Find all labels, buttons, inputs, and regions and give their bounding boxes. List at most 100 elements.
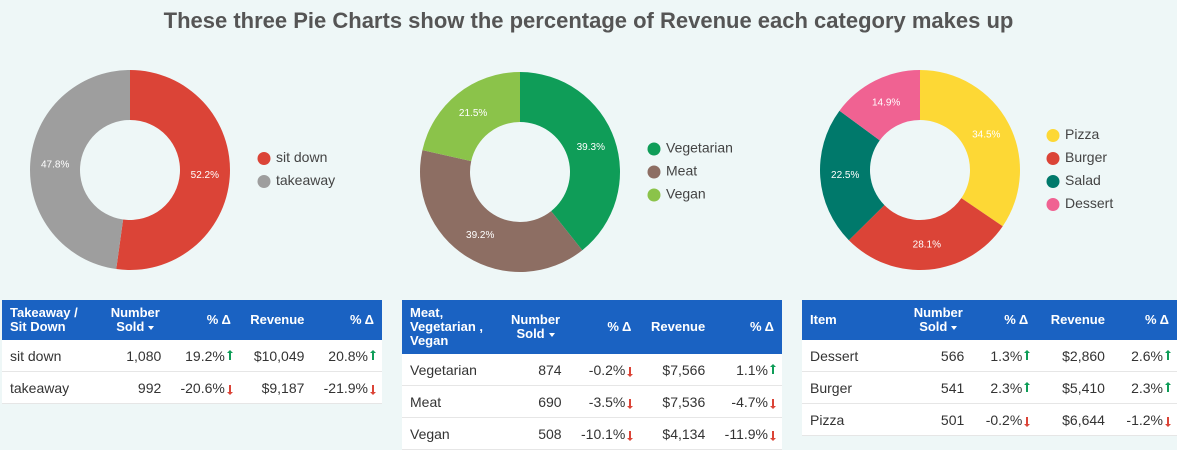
trend-arrow [370,385,376,396]
table-cell: $4,134 [639,417,714,450]
header-row: Meat, Vegetarian , Vegan Number Sold % Δ Re… [402,300,782,354]
trend-arrow [1165,382,1171,393]
header-text: Number Sold [913,305,963,334]
cell-text: $6,644 [1062,411,1105,428]
header-text: Revenue [250,312,305,327]
column-header: Item [802,300,898,340]
table-cell: 566 [898,340,973,372]
table-cell: -21.9% [312,371,382,404]
dashboard: {"title": "These three Pie Charts show t… [2,8,1177,450]
cell-text: $4,134 [662,425,706,442]
table-row: Dessert 566 1.3% $2,860 2.6% [802,340,1177,372]
cell-text: Dessert [810,347,859,364]
table-row: Vegetarian 874 -0.2% $7,566 1.1% [402,354,782,386]
cell-text: -10.1% [581,425,626,442]
table-cell: 501 [898,403,973,436]
data-table: Item Number Sold % Δ Revenue % Δ Dessert 566 1.… [802,300,1177,436]
legend-label: sit down [276,149,327,165]
slice-label: 34.5% [972,130,1000,141]
legend-label: Vegetarian [666,140,733,156]
header-text: Number Sold [510,312,561,341]
slice-label: 47.8% [41,159,69,170]
cell-text: 19.2% [185,347,225,364]
table-cell: 541 [898,371,973,404]
header-text: Number Sold [110,305,160,334]
cell-text: $7,566 [662,361,706,378]
column-header: Takeaway / Sit Down [2,300,98,340]
trend-arrow [770,399,776,410]
slice-label: 21.5% [459,108,487,119]
cell-text: $2,860 [1062,347,1105,364]
slice-label: 39.3% [577,142,605,153]
cell-text: 508 [538,425,562,442]
table-cell: 2.3% [972,371,1037,404]
pie-slice [848,198,1003,270]
legend-swatch [647,142,661,156]
cell-text: Meat [410,393,442,410]
table-cell: $6,644 [1036,403,1113,436]
cell-text: Pizza [810,411,845,428]
table-cell: $7,566 [639,354,714,386]
cell-text: 501 [940,411,965,428]
trend-arrow [1165,417,1171,428]
table-cell: 1.1% [713,354,782,386]
pie-slice [116,70,231,270]
column-header: Revenue [1036,300,1113,340]
header-text: Meat, Vegetarian , Vegan [410,305,483,348]
cell-text: 992 [137,379,162,396]
header-text: Takeaway / Sit Down [10,305,78,334]
pie-slice [920,70,1021,227]
slice-label: 28.1% [913,239,941,250]
legend-swatch [1046,175,1060,188]
legend-label: Vegan [666,186,706,202]
cell-text: Vegan [410,425,450,442]
cell-text: $7,536 [662,393,706,410]
pie-slice [820,110,885,241]
cell-text: Burger [810,379,853,396]
trend-arrow [1024,350,1031,361]
legend-label: Meat [666,163,697,179]
legend-label: takeaway [276,172,335,188]
sort-icon [951,325,958,330]
legend-swatch [257,152,271,165]
slice-label: 52.2% [191,170,219,181]
table-row: sit down 1,080 19.2% $10,049 20.8% [2,340,382,372]
table-cell: 874 [498,354,570,386]
table-cell: 1,080 [98,340,170,372]
sort-icon [548,332,555,337]
trend-arrow [1024,417,1031,428]
legend-swatch [1046,152,1060,165]
table-cell: takeaway [2,371,98,404]
column-header: Number Sold [98,300,170,340]
table-row: takeaway 992 -20.6% $9,187 -21.9% [2,371,382,404]
trend-arrow [1024,382,1031,393]
cell-text: 1.1% [736,361,768,378]
trend-arrow [627,367,634,378]
header-text: % Δ [1144,312,1169,327]
trend-arrow [770,431,776,442]
trend-arrow [1165,350,1171,361]
column-header: Number Sold [498,300,570,354]
data-table: Takeaway / Sit Down Number Sold % Δ Revenue… [2,300,382,404]
column-header: % Δ [972,300,1037,340]
legend-label: Salad [1065,172,1101,188]
column-header: % Δ [713,300,782,354]
table-cell: Dessert [802,340,898,372]
table-cell: $5,410 [1036,371,1113,404]
trend-arrow [627,399,634,410]
table-cell: 508 [498,417,570,450]
cell-text: 1,080 [126,347,162,364]
column-header: Revenue [238,300,313,340]
pie-slice [422,71,520,162]
cell-text: -1.2% [1126,411,1163,428]
table-cell: -20.6% [169,371,239,404]
trend-arrow [226,385,233,396]
header-text: % Δ [349,312,374,327]
cell-text: 690 [538,393,562,410]
cell-text: $10,049 [253,347,305,364]
charts: 52.2% 47.8% sit down takeaway 39.3% 39.2% 21.5… [30,70,1113,272]
header-row: Takeaway / Sit Down Number Sold % Δ Revenue… [2,300,382,340]
sort-icon [148,325,155,330]
table-cell: Pizza [802,403,898,436]
column-header: Number Sold [898,300,973,340]
